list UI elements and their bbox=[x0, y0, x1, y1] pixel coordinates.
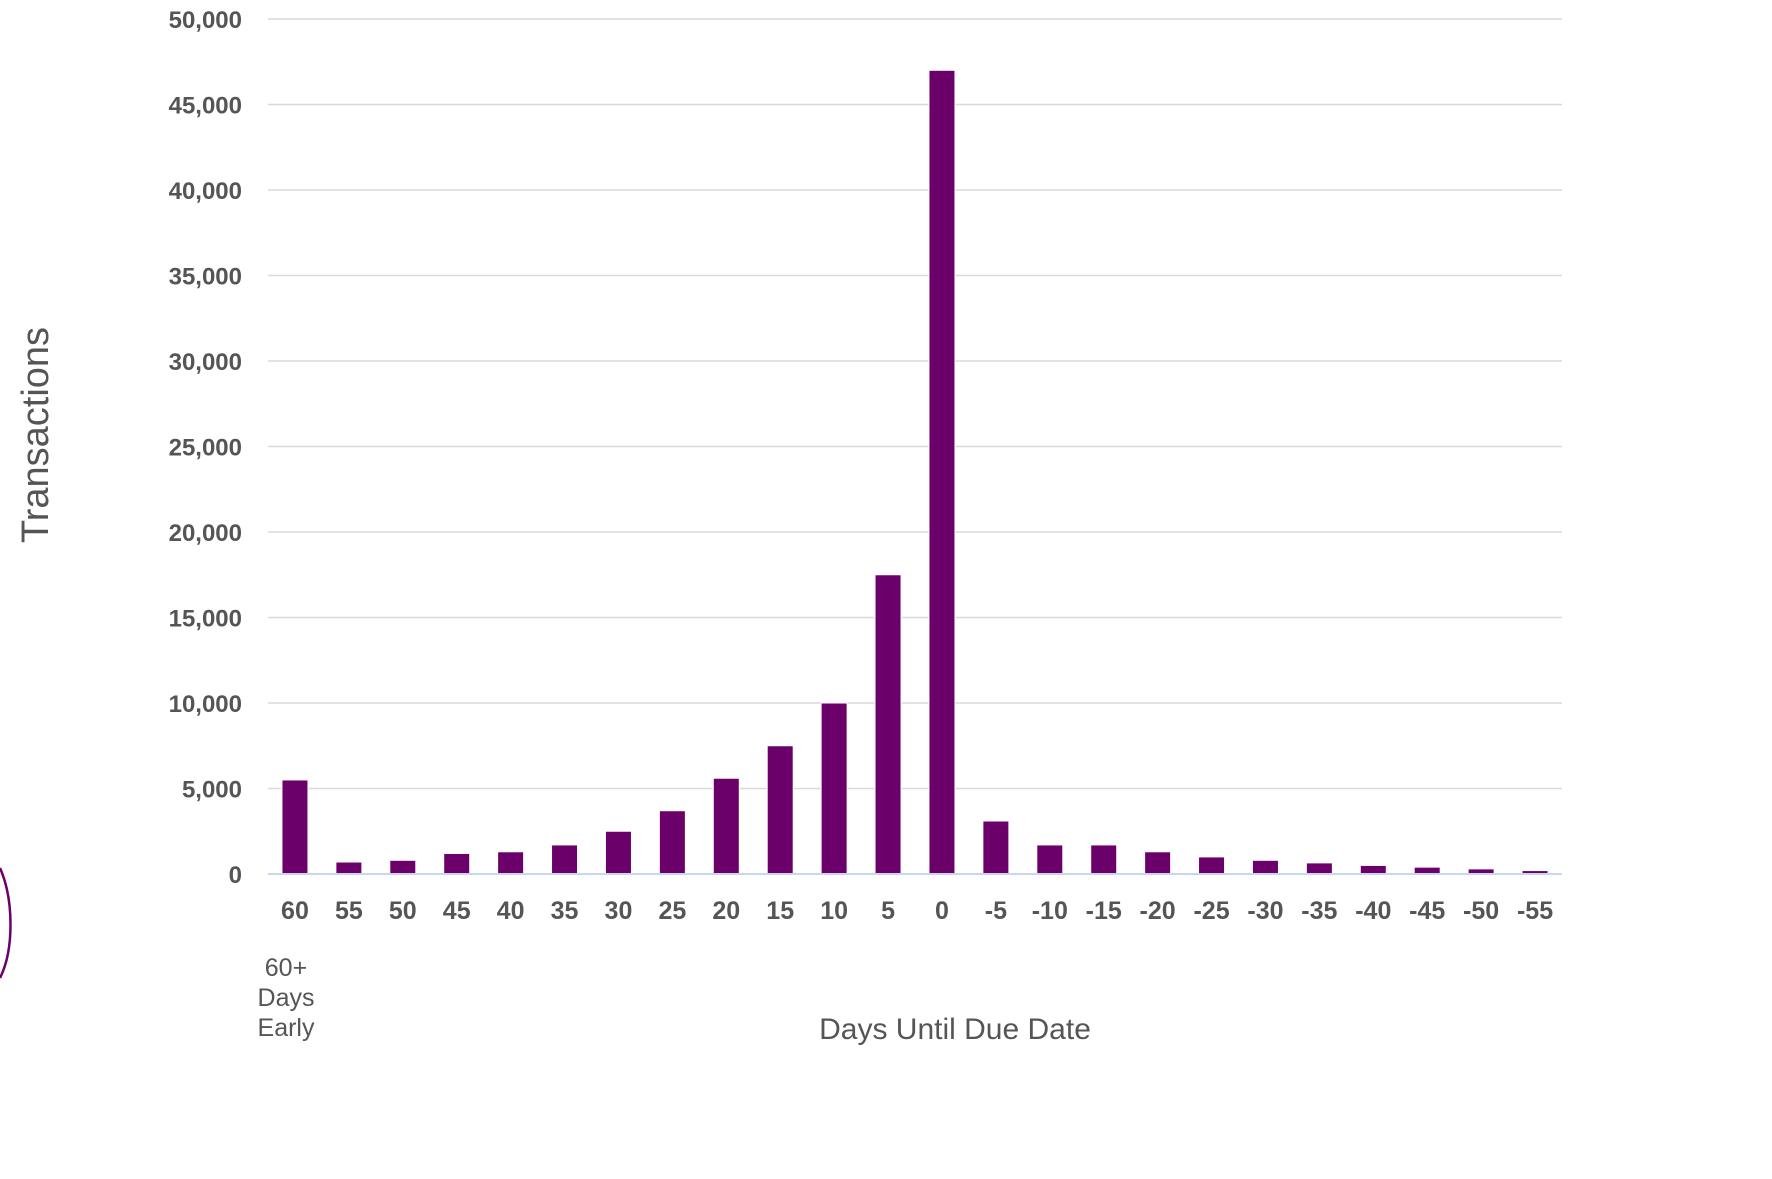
x-tick-label: -15 bbox=[1086, 897, 1122, 925]
bar--45 bbox=[1413, 866, 1441, 875]
x-tick-label: -30 bbox=[1247, 897, 1283, 925]
bar-15 bbox=[766, 745, 794, 875]
x-tick-label: 50 bbox=[389, 897, 417, 925]
x-tick-label: -20 bbox=[1140, 897, 1176, 925]
y-tick-label: 10,000 bbox=[169, 691, 242, 718]
bar--20 bbox=[1144, 851, 1172, 875]
x-tick-label: -50 bbox=[1463, 897, 1499, 925]
x-tick-label: -45 bbox=[1409, 897, 1445, 925]
bar-50 bbox=[389, 859, 417, 875]
bar-30 bbox=[604, 830, 632, 875]
x-tick-label: -5 bbox=[985, 897, 1007, 925]
x-tick-label: 5 bbox=[881, 897, 895, 925]
x-axis-label: Days Until Due Date bbox=[819, 1013, 1091, 1046]
y-tick-label: 15,000 bbox=[169, 606, 242, 633]
y-tick-label: 35,000 bbox=[169, 264, 242, 291]
bar--35 bbox=[1305, 862, 1333, 875]
note-line-3: Early bbox=[258, 1014, 315, 1042]
bar--10 bbox=[1036, 844, 1064, 875]
bar-45 bbox=[443, 852, 471, 875]
note-line-1: 60+ bbox=[265, 954, 307, 982]
bar-25 bbox=[658, 810, 686, 875]
bar-40 bbox=[497, 851, 525, 875]
bars bbox=[281, 69, 1549, 875]
x-tick-label: 0 bbox=[935, 897, 949, 925]
bar--30 bbox=[1251, 859, 1279, 875]
x-tick-label: 20 bbox=[712, 897, 740, 925]
x-tick-label: 35 bbox=[551, 897, 579, 925]
bar-35 bbox=[551, 844, 579, 875]
x-tick-label: 15 bbox=[766, 897, 794, 925]
y-axis-ticks: 0 5,000 10,000 15,000 20,000 25,000 30,000 35,0… bbox=[169, 7, 242, 889]
y-tick-label: 45,000 bbox=[169, 93, 242, 120]
y-tick-label: 5,000 bbox=[182, 777, 242, 804]
x-tick-label: 25 bbox=[658, 897, 686, 925]
y-tick-label: 30,000 bbox=[169, 349, 242, 376]
y-tick-label: 25,000 bbox=[169, 435, 242, 462]
y-tick-label: 50,000 bbox=[169, 7, 242, 34]
x-tick-label: -25 bbox=[1193, 897, 1229, 925]
x-tick-label: -55 bbox=[1517, 897, 1553, 925]
note-line-2: Days bbox=[258, 984, 315, 1012]
x-tick-label: -10 bbox=[1032, 897, 1068, 925]
x-tick-label: -35 bbox=[1301, 897, 1337, 925]
bar-60 bbox=[281, 779, 309, 875]
first-category-note: 60+ Days Early bbox=[258, 954, 315, 1042]
bar-20 bbox=[712, 777, 740, 875]
y-tick-label: 20,000 bbox=[169, 520, 242, 547]
decorative-arc bbox=[0, 867, 12, 979]
bar--15 bbox=[1090, 844, 1118, 875]
x-tick-label: -40 bbox=[1355, 897, 1391, 925]
bar--25 bbox=[1198, 856, 1226, 875]
gridlines bbox=[268, 18, 1562, 790]
bar--5 bbox=[982, 820, 1010, 875]
x-tick-label: 45 bbox=[443, 897, 471, 925]
x-tick-label: 60 bbox=[281, 897, 309, 925]
x-tick-label: 55 bbox=[335, 897, 363, 925]
bar-0 bbox=[928, 69, 956, 875]
bar-10 bbox=[820, 702, 848, 875]
y-tick-label: 0 bbox=[229, 862, 242, 889]
bar-55 bbox=[335, 861, 363, 875]
bar-5 bbox=[874, 574, 902, 875]
x-axis-ticks: 60 55 50 45 40 35 30 25 20 15 10 5 0 -5 -10 -15 -20 -25 -3… bbox=[281, 897, 1553, 925]
x-tick-label: 40 bbox=[497, 897, 525, 925]
x-tick-label: 30 bbox=[605, 897, 633, 925]
y-tick-label: 40,000 bbox=[169, 178, 242, 205]
y-axis-label: Transactions bbox=[15, 327, 57, 543]
bar--40 bbox=[1359, 864, 1387, 875]
x-tick-label: 10 bbox=[820, 897, 848, 925]
